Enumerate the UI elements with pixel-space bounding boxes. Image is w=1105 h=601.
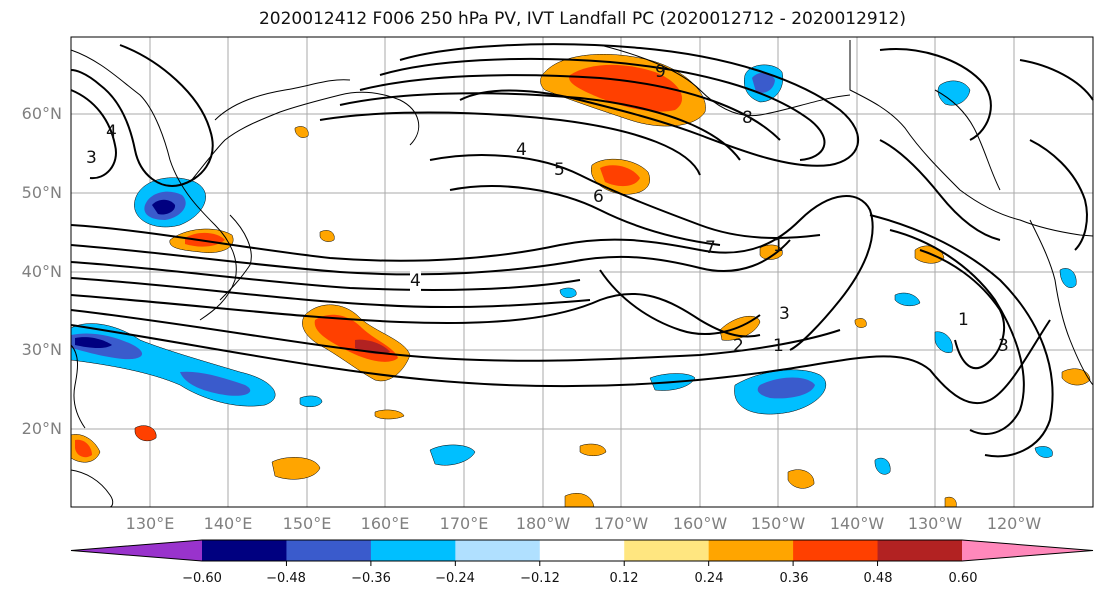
colorbar-tick-label: 0.36 <box>779 571 809 586</box>
colorbar-tick-label: 0.24 <box>694 571 724 586</box>
lon-label: 130°E <box>125 514 175 533</box>
colorbar-tick-label: 0.48 <box>863 571 893 586</box>
colorbar-tick-label: −0.12 <box>520 571 560 586</box>
colorbar-segment <box>793 540 879 561</box>
lon-label: 130°W <box>907 514 963 533</box>
coastlines <box>70 40 1094 508</box>
lon-label: 180°W <box>515 514 571 533</box>
lon-label: 140°W <box>829 514 885 533</box>
lat-label: 30°N <box>21 340 62 359</box>
colorbar-tick-label: −0.48 <box>266 571 306 586</box>
colorbar-segments <box>70 539 1094 562</box>
colorbar-tick-label: 0.12 <box>609 571 639 586</box>
map-title: 2020012412 F006 250 hPa PV, IVT Landfall… <box>258 9 906 29</box>
lon-label: 150°W <box>750 514 806 533</box>
colorbar-segment <box>286 540 372 561</box>
positive-anomaly-fills <box>70 54 1091 508</box>
colorbar-outline <box>70 539 1094 562</box>
colorbar-segment <box>202 540 287 561</box>
colorbar-tick-label: 0.60 <box>948 571 978 586</box>
lon-label: 160°E <box>360 514 410 533</box>
lat-label: 60°N <box>21 104 62 123</box>
negative-anomaly-fills <box>70 64 1077 475</box>
colorbar-tick-label: −0.36 <box>351 571 391 586</box>
colorbar-segment <box>455 540 541 561</box>
colorbar-segment <box>624 540 710 561</box>
colorbar-segment <box>877 540 963 561</box>
lon-label: 170°E <box>439 514 489 533</box>
lon-label: 160°W <box>672 514 728 533</box>
colorbar-segment <box>370 540 456 561</box>
lat-label: 20°N <box>21 419 62 438</box>
lat-label: 40°N <box>21 262 62 281</box>
colorbar-segment <box>708 540 794 561</box>
map-frame <box>70 36 1094 508</box>
colorbar-tick-label: −0.24 <box>435 571 475 586</box>
ivt-contours <box>70 43 1094 458</box>
colorbar-segment <box>539 540 625 561</box>
lon-label: 150°E <box>282 514 332 533</box>
lon-label: 120°W <box>986 514 1042 533</box>
colorbar-segment <box>962 540 1093 561</box>
colorbar-segment <box>71 540 202 561</box>
colorbar-tick-label: −0.60 <box>182 571 222 586</box>
lon-label: 140°E <box>203 514 253 533</box>
lon-label: 170°W <box>593 514 649 533</box>
lat-label: 50°N <box>21 183 62 202</box>
